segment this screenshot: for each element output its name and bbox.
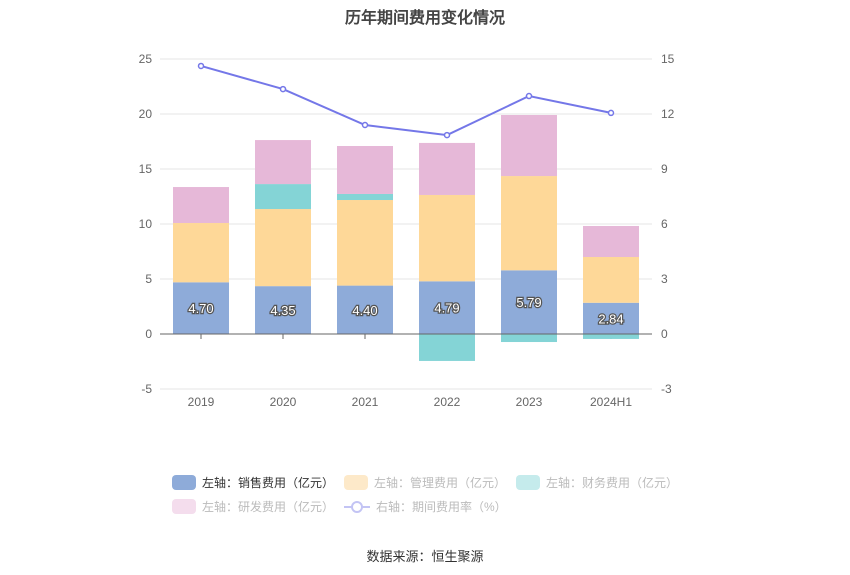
bar-data-label: 5.79 <box>516 295 541 310</box>
legend-swatch-finance <box>516 475 540 490</box>
legend-item-rate[interactable]: 右轴：期间费用率（%） <box>344 498 507 515</box>
legend-swatch-rd <box>172 499 196 514</box>
right-tick-label: -3 <box>661 382 672 396</box>
rate-point <box>525 92 533 100</box>
bar-segment <box>419 194 475 282</box>
bar-data-label: 2.84 <box>598 311 623 326</box>
rate-point <box>443 131 451 139</box>
bar-segment <box>173 187 229 224</box>
bar-segment <box>337 146 393 194</box>
legend-item-admin[interactable]: 左轴：管理费用（亿元） <box>344 474 506 491</box>
bar-segment <box>583 225 639 257</box>
left-tick-label: 0 <box>145 327 152 341</box>
rate-point <box>279 85 287 93</box>
x-tick-label: 2023 <box>516 395 543 409</box>
rate-point <box>361 121 369 129</box>
legend-item-rd[interactable]: 左轴：研发费用（亿元） <box>172 498 334 515</box>
right-tick-label: 3 <box>661 272 668 286</box>
right-tick-label: 0 <box>661 327 668 341</box>
bar-data-label: 4.35 <box>270 303 295 318</box>
rate-line <box>200 65 612 137</box>
legend-label: 左轴：研发费用（亿元） <box>202 500 335 514</box>
legend-label: 左轴：销售费用（亿元） <box>202 476 335 490</box>
x-tick-label: 2024H1 <box>590 395 632 409</box>
bar-segment <box>501 270 557 334</box>
chart-title: 历年期间费用变化情况 <box>344 10 505 27</box>
bar-segment <box>501 114 557 177</box>
bar-segment <box>501 334 557 343</box>
left-tick-label: 10 <box>139 217 153 231</box>
left-tick-label: 20 <box>139 107 153 121</box>
legend-item-finance[interactable]: 左轴：财务费用（亿元） <box>516 474 678 491</box>
bar-segment <box>337 193 393 201</box>
bar-segment <box>583 334 639 339</box>
rate-point <box>197 62 205 70</box>
bar-segment <box>583 257 639 303</box>
x-tick-label: 2020 <box>270 395 297 409</box>
left-tick-label: -5 <box>141 382 152 396</box>
x-tick-label: 2021 <box>352 395 379 409</box>
bar-segment <box>173 282 229 334</box>
bar-segment <box>337 200 393 286</box>
chart-plot: -5 0 5 10 15 20 25 -3 0 3 6 9 12 15 2019 2020 2021 2022 20… <box>139 52 675 409</box>
bar-segment <box>583 302 639 334</box>
right-tick-label: 15 <box>661 52 675 66</box>
bar-segment <box>255 209 311 287</box>
x-tick-label: 2019 <box>188 395 215 409</box>
data-source: 数据来源：恒生聚源 <box>366 549 484 564</box>
bar-data-label: 4.40 <box>352 303 377 318</box>
legend-swatch-sales <box>172 475 196 490</box>
bar-segment <box>255 140 311 185</box>
left-tick-label: 25 <box>139 52 153 66</box>
legend-label: 右轴：期间费用率（%） <box>376 500 507 514</box>
bar-segment <box>419 334 475 361</box>
bar-segment <box>173 223 229 283</box>
bar-segment <box>419 281 475 334</box>
bar-data-label: 4.79 <box>434 301 459 316</box>
legend-swatch-admin <box>344 475 368 490</box>
legend-label: 左轴：财务费用（亿元） <box>546 476 679 490</box>
right-tick-label: 12 <box>661 107 675 121</box>
bar-segment <box>255 184 311 210</box>
bar-segment <box>419 142 475 195</box>
legend-label: 左轴：管理费用（亿元） <box>374 476 507 490</box>
bar-segment <box>255 286 311 334</box>
left-tick-label: 5 <box>145 272 152 286</box>
x-tick-label: 2022 <box>434 395 461 409</box>
legend-line-circle-icon <box>344 500 370 513</box>
left-tick-label: 15 <box>139 162 153 176</box>
legend-item-sales[interactable]: 左轴：销售费用（亿元） <box>172 474 334 491</box>
right-tick-label: 6 <box>661 217 668 231</box>
bar-segment <box>337 285 393 334</box>
right-tick-label: 9 <box>661 162 668 176</box>
rate-point <box>607 109 615 117</box>
bar-segment <box>501 176 557 271</box>
bar-data-label: 4.70 <box>188 301 213 316</box>
